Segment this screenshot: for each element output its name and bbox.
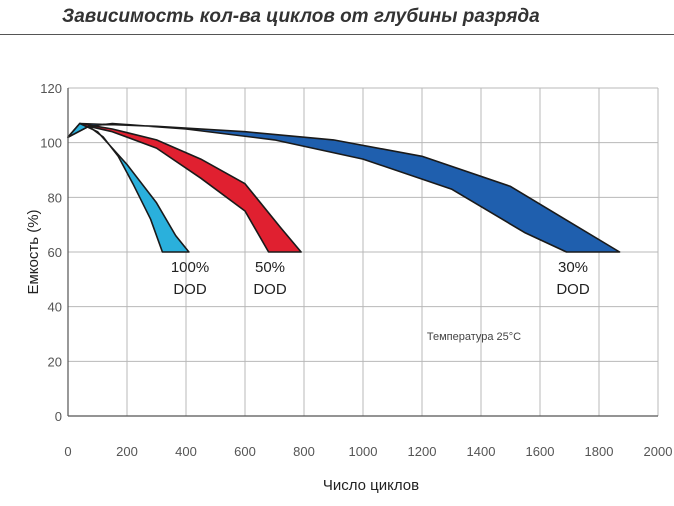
y-tick-label: 100 [40,136,62,151]
dod-band-30pct [67,122,621,253]
x-tick-label: 1200 [408,444,437,459]
band-label-dod: DOD [556,281,590,298]
dod-band-50pct [67,122,302,253]
y-tick-label: 60 [48,245,62,260]
y-tick-label: 40 [48,300,62,315]
x-axis-label: Число циклов [323,477,419,494]
y-tick-label: 0 [55,409,62,424]
band-label-percent: 50% [255,259,285,276]
x-tick-label: 0 [64,444,71,459]
band-label-dod: DOD [173,281,207,298]
dod-band-100pct [67,122,190,253]
title-divider [0,34,674,35]
y-tick-labels: 0 20 40 60 80 100 120 [40,81,62,424]
x-tick-label: 1000 [349,444,378,459]
y-tick-label: 120 [40,81,62,96]
chart-title: Зависимость кол-ва циклов от глубины раз… [62,6,540,27]
x-tick-labels: 0 200 400 600 800 1000 1200 1400 1600 1800 2000 [64,444,672,459]
x-tick-label: 1400 [467,444,496,459]
axes [67,88,658,417]
x-tick-label: 1600 [526,444,555,459]
y-tick-label: 20 [48,354,62,369]
temperature-note: Температура 25°С [427,331,521,343]
y-axis-label: Емкость (%) [25,209,42,294]
x-tick-label: 2000 [644,444,673,459]
x-tick-label: 600 [234,444,256,459]
band-label-dod: DOD [253,281,287,298]
x-tick-label: 800 [293,444,315,459]
band-label-percent: 100% [171,259,209,276]
x-tick-label: 200 [116,444,138,459]
y-tick-label: 80 [48,190,62,205]
band-label-percent: 30% [558,259,588,276]
x-tick-label: 400 [175,444,197,459]
band-labels: 100% DOD 50% DOD 30% DOD [171,259,590,298]
dod-bands [67,122,621,253]
x-tick-label: 1800 [585,444,614,459]
